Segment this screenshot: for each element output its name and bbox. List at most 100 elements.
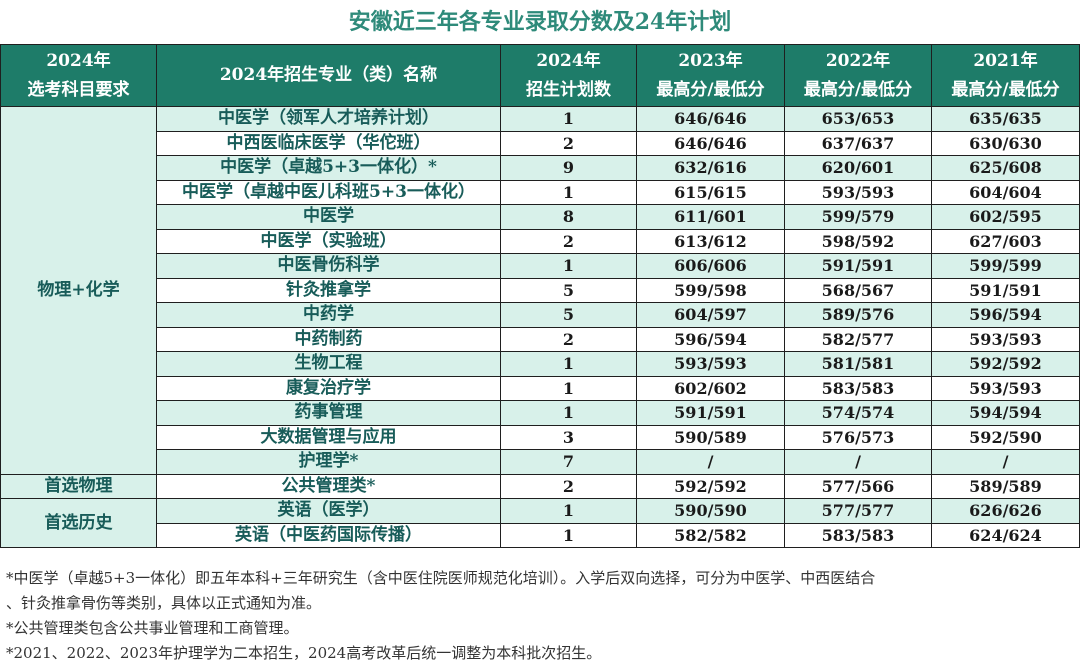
header-2023-scores: 2023年 最高分/最低分 (636, 44, 785, 107)
table-row: 中药制药 2 596/594 582/577 593/593 (1, 326, 1080, 352)
major-name-cell: 生物工程 (156, 351, 501, 377)
header-subject-requirement: 2024年 选考科目要求 (0, 44, 157, 107)
table-row: 中药学 5 604/597 589/576 596/594 (1, 302, 1080, 328)
footnotes: *中医学（卓越5+3一体化）即五年本科+三年研究生（含中医住院医师规范化培训）。… (6, 566, 1076, 666)
score-2021-cell: 635/635 (931, 106, 1080, 132)
plan-count-cell: 2 (500, 326, 637, 352)
score-2023-cell: 593/593 (636, 351, 785, 377)
score-2023-cell: 646/646 (636, 106, 785, 132)
major-name-cell: 中西医临床医学（华佗班） (156, 130, 501, 156)
score-2023-cell: 632/616 (636, 155, 785, 181)
score-2022-cell: 577/566 (784, 473, 932, 499)
score-2022-cell: 598/592 (784, 228, 932, 254)
score-2021-cell: 599/599 (931, 253, 1080, 279)
table-header-row: 2024年 选考科目要求 2024年招生专业（类）名称 2024年 招生计划数 … (0, 44, 1080, 107)
score-2021-cell: 626/626 (931, 498, 1080, 524)
header-major-name: 2024年招生专业（类）名称 (156, 44, 501, 107)
header-plan-count: 2024年 招生计划数 (500, 44, 637, 107)
score-2023-cell: 646/646 (636, 130, 785, 156)
score-2021-cell: 593/593 (931, 375, 1080, 401)
plan-count-cell: 9 (500, 155, 637, 181)
score-2023-cell: 606/606 (636, 253, 785, 279)
score-2023-cell: 596/594 (636, 326, 785, 352)
plan-count-cell: 3 (500, 424, 637, 450)
score-2023-cell: 590/590 (636, 498, 785, 524)
plan-count-cell: 5 (500, 277, 637, 303)
table-row: 中医学（实验班） 2 613/612 598/592 627/603 (1, 228, 1080, 254)
table-row: 药事管理 1 591/591 574/574 594/594 (1, 400, 1080, 426)
score-2022-cell: 582/577 (784, 326, 932, 352)
score-2021-cell: 591/591 (931, 277, 1080, 303)
table-row: 中西医临床医学（华佗班） 2 646/646 637/637 630/630 (1, 130, 1080, 156)
score-2021-cell: 592/592 (931, 351, 1080, 377)
major-name-cell: 中药学 (156, 302, 501, 328)
major-name-cell: 中医学（卓越5+3一体化）* (156, 155, 501, 181)
footnote-line: *公共管理类包含公共事业管理和工商管理。 (6, 619, 299, 637)
table-row: 中医学 8 611/601 599/579 602/595 (1, 204, 1080, 230)
score-2023-cell: / (636, 449, 785, 475)
table-row: 中医学（卓越5+3一体化）* 9 632/616 620/601 625/608 (1, 155, 1080, 181)
plan-count-cell: 1 (500, 400, 637, 426)
subject-requirement-cell: 首选历史 (0, 498, 157, 548)
major-name-cell: 中医学 (156, 204, 501, 230)
major-name-cell: 针灸推拿学 (156, 277, 501, 303)
plan-count-cell: 2 (500, 473, 637, 499)
score-2021-cell: 589/589 (931, 473, 1080, 499)
header-2022-scores: 2022年 最高分/最低分 (784, 44, 932, 107)
score-2021-cell: 594/594 (931, 400, 1080, 426)
subject-requirement-cell: 首选物理 (0, 473, 157, 499)
score-2022-cell: 581/581 (784, 351, 932, 377)
subject-requirement-cell: 物理+化学 (0, 106, 157, 475)
score-2022-cell: 637/637 (784, 130, 932, 156)
table-row: 英语（中医药国际传播） 1 582/582 583/583 624/624 (1, 522, 1080, 548)
score-2022-cell: / (784, 449, 932, 475)
table-row: 生物工程 1 593/593 581/581 592/592 (1, 351, 1080, 377)
score-2023-cell: 590/589 (636, 424, 785, 450)
score-2021-cell: 630/630 (931, 130, 1080, 156)
score-2021-cell: 593/593 (931, 326, 1080, 352)
score-2022-cell: 599/579 (784, 204, 932, 230)
score-2022-cell: 620/601 (784, 155, 932, 181)
page-title: 安徽近三年各专业录取分数及24年计划 (348, 9, 732, 35)
table-row: 护理学* 7// / (1, 449, 1080, 475)
major-name-cell: 中医学（领军人才培养计划） (156, 106, 501, 132)
plan-count-cell: 5 (500, 302, 637, 328)
plan-count-cell: 7 (500, 449, 637, 475)
score-2021-cell: 592/590 (931, 424, 1080, 450)
score-2022-cell: 583/583 (784, 522, 932, 548)
header-2021-scores: 2021年 最高分/最低分 (931, 44, 1080, 107)
score-2023-cell: 613/612 (636, 228, 785, 254)
plan-count-cell: 2 (500, 228, 637, 254)
table-row: 康复治疗学 1 602/602 583/583 593/593 (1, 375, 1080, 401)
score-2023-cell: 611/601 (636, 204, 785, 230)
score-2022-cell: 593/593 (784, 179, 932, 205)
major-name-cell: 中医学（卓越中医儿科班5+3一体化） (156, 179, 501, 205)
score-2021-cell: 625/608 (931, 155, 1080, 181)
plan-count-cell: 1 (500, 522, 637, 548)
score-2021-cell: 602/595 (931, 204, 1080, 230)
major-name-cell: 大数据管理与应用 (156, 424, 501, 450)
major-name-cell: 中医学（实验班） (156, 228, 501, 254)
score-2023-cell: 592/592 (636, 473, 785, 499)
plan-count-cell: 2 (500, 130, 637, 156)
table-row: 首选历史 英语（医学） 1 590/590 577/577 626/626 (0, 498, 1080, 548)
major-name-cell: 药事管理 (156, 400, 501, 426)
plan-count-cell: 1 (500, 351, 637, 377)
score-2023-cell: 604/597 (636, 302, 785, 328)
major-name-cell: 康复治疗学 (156, 375, 501, 401)
table-row: 物理+化学 中医学（领军人才培养计划） 1 646/646 653/653 635/635 (0, 106, 1080, 475)
plan-count-cell: 8 (500, 204, 637, 230)
major-name-cell: 中医骨伤科学 (156, 253, 501, 279)
score-2023-cell: 591/591 (636, 400, 785, 426)
footnote-line: *中医学（卓越5+3一体化）即五年本科+三年研究生（含中医住院医师规范化培训）。… (6, 569, 876, 587)
score-2022-cell: 568/567 (784, 277, 932, 303)
major-name-cell: 英语（中医药国际传播） (156, 522, 501, 548)
score-2022-cell: 574/574 (784, 400, 932, 426)
major-name-cell: 中药制药 (156, 326, 501, 352)
score-2022-cell: 576/573 (784, 424, 932, 450)
score-2021-cell: 596/594 (931, 302, 1080, 328)
plan-count-cell: 1 (500, 498, 637, 524)
score-2022-cell: 589/576 (784, 302, 932, 328)
score-2022-cell: 577/577 (784, 498, 932, 524)
score-2023-cell: 602/602 (636, 375, 785, 401)
